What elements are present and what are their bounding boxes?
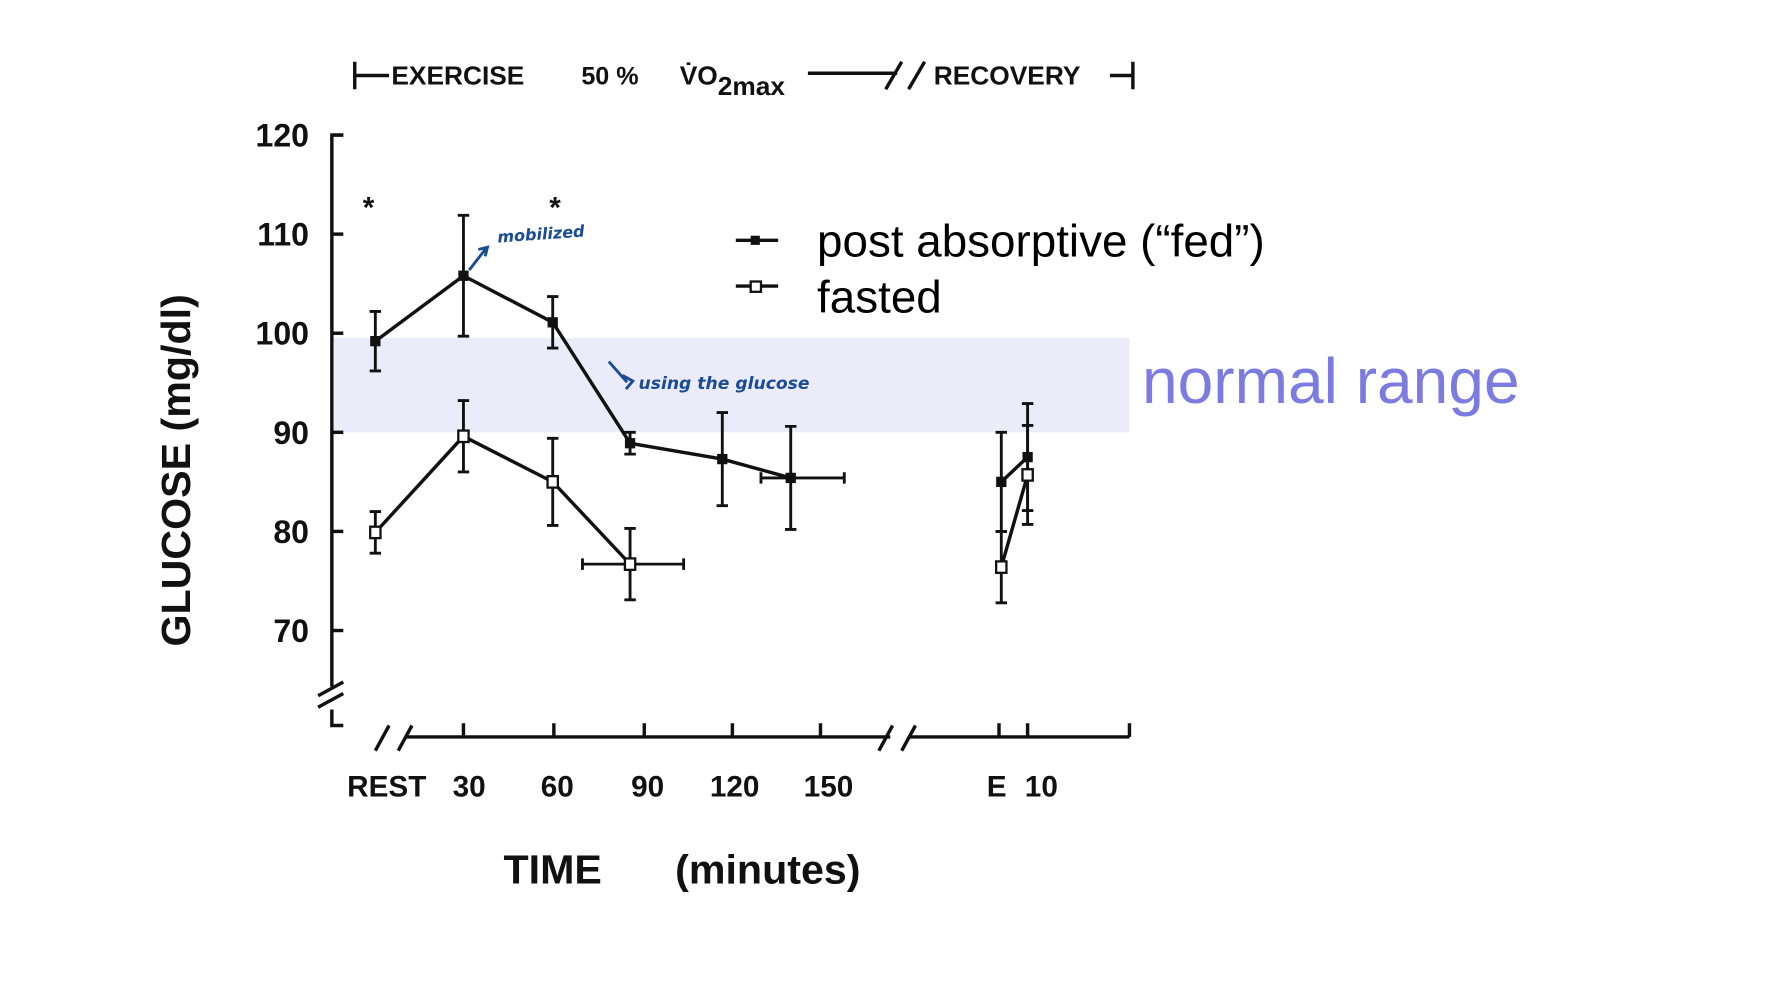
y-tick-label: 110 <box>257 217 309 253</box>
data-point <box>370 336 381 347</box>
normal-range-band <box>334 337 1130 433</box>
y-tick-label: 70 <box>273 613 309 649</box>
y-tick-label: 100 <box>256 316 309 352</box>
data-point <box>1021 468 1034 482</box>
intensity-label: 50 % <box>581 63 638 91</box>
series-line <box>374 434 632 566</box>
recovery-label: RECOVERY <box>934 61 1081 91</box>
x-tick-label: 150 <box>804 770 854 803</box>
y-tick-label: 90 <box>273 415 309 451</box>
significance-mark-rest: * <box>363 191 375 224</box>
x-axis-label: TIME <box>504 846 602 892</box>
svg-text:mobilized: mobilized <box>497 222 586 247</box>
annotation-using-glucose: using the glucose <box>607 360 810 394</box>
vo2-label: V̇O2max <box>680 61 786 101</box>
x-tick-label: E <box>987 770 1007 803</box>
exercise-label: EXERCISE <box>391 61 524 91</box>
y-tick-label: 120 <box>256 117 309 153</box>
x-tick-label: 10 <box>1025 770 1058 803</box>
x-tick-label: REST <box>347 770 426 803</box>
annotation-mobilized: mobilized <box>468 222 586 271</box>
legend-item-fed: post absorptive (“fed”) <box>735 215 1265 266</box>
normal-range-label: normal range <box>1142 345 1520 417</box>
legend-item-fasted: fasted <box>735 271 942 322</box>
data-point <box>624 438 636 449</box>
data-point <box>717 453 728 465</box>
x-tick-label: 120 <box>710 770 760 803</box>
data-point <box>547 317 558 328</box>
data-point <box>458 270 469 281</box>
data-point <box>623 557 637 571</box>
series-fasted <box>369 399 1034 605</box>
y-tick-label: 80 <box>273 514 309 550</box>
x-axis <box>373 723 1132 752</box>
phase-header: EXERCISE 50 % V̇O2max RECOVERY <box>353 61 1135 101</box>
data-point <box>546 475 560 489</box>
legend: post absorptive (“fed”) fasted <box>735 215 1265 322</box>
legend-label-fasted: fasted <box>817 271 942 322</box>
data-point <box>457 429 470 444</box>
x-error-bar <box>759 472 846 484</box>
x-tick-label: 60 <box>541 770 574 803</box>
svg-text:using the glucose: using the glucose <box>639 374 810 394</box>
significance-mark-60: * <box>549 191 561 224</box>
data-point <box>994 560 1008 574</box>
y-axis-label: GLUCOSE (mg/dl) <box>153 294 199 646</box>
data-point <box>369 525 382 540</box>
x-tick-label: 90 <box>631 770 664 803</box>
x-axis-unit: (minutes) <box>675 846 860 892</box>
series-line <box>374 273 792 480</box>
data-point <box>785 472 796 484</box>
data-point <box>996 476 1007 488</box>
legend-label-fed: post absorptive (“fed”) <box>817 215 1265 266</box>
series-line <box>999 474 1030 568</box>
x-tick-label: 30 <box>453 770 486 803</box>
